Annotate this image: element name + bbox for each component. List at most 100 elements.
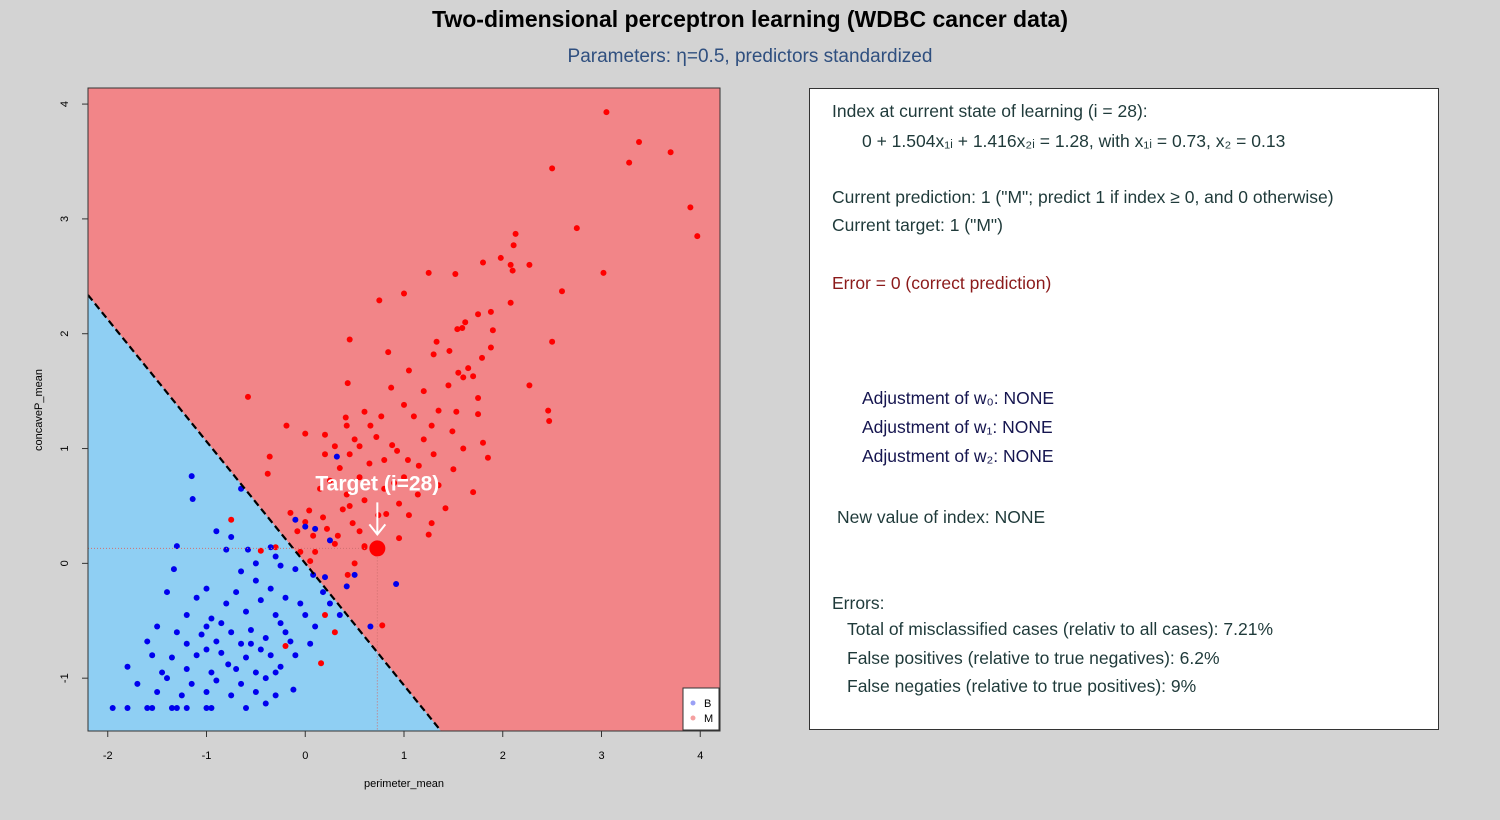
index-header: Index at current state of learning (i = … [832,101,1148,121]
current-target: Current target: 1 ("M") [832,215,1003,235]
point-m [244,393,251,400]
target-label: Target (i=28) [315,472,439,495]
point-b [302,523,309,530]
point-b [203,646,210,653]
point-m [470,373,477,380]
point-m [573,225,580,232]
target-marker [369,540,386,557]
point-b [198,631,205,638]
point-m [334,532,341,539]
point-m [266,453,273,460]
point-m [344,571,351,578]
point-b [144,705,151,712]
point-m [415,462,422,469]
point-m [282,643,289,650]
point-m [356,528,363,535]
point-m [489,327,496,334]
point-m [450,466,457,473]
point-m [526,382,533,389]
point-b [297,600,304,607]
point-m [356,443,363,450]
legend-marker-m [690,715,696,721]
point-b [333,453,340,460]
point-b [336,612,343,619]
point-b [109,705,116,712]
point-m [475,395,482,402]
point-b [164,675,170,682]
point-m [381,485,388,492]
point-b [233,665,240,672]
y-tick-label: -1 [59,673,71,683]
point-b [183,705,190,712]
point-b [149,652,156,659]
target-arrow [368,502,387,537]
point-b [257,646,264,653]
point-m [343,422,350,429]
point-m [351,436,358,443]
point-b [257,597,264,604]
point-b [322,574,328,581]
point-m [526,261,533,268]
point-m [323,525,330,532]
point-m [559,288,565,295]
point-b [247,640,254,647]
point-m [378,413,385,420]
point-b [183,612,190,619]
point-m [435,482,442,489]
point-m [545,407,552,414]
point-b [267,652,274,659]
point-m [306,507,313,514]
point-b [173,629,180,636]
point-b [267,585,274,592]
point-m [326,477,333,484]
point-b [238,640,245,647]
point-b [213,528,220,535]
point-m [667,149,674,156]
point-m [302,519,309,526]
point-m [394,447,401,454]
point-b [292,652,299,659]
point-b [367,623,374,630]
point-m [510,242,517,249]
point-b [238,568,245,575]
point-m [475,411,482,418]
point-m [344,380,351,387]
x-tick-label: 2 [500,750,506,762]
point-m [509,267,516,274]
point-b [149,705,156,712]
point-m [294,528,301,535]
point-m [470,489,477,496]
point-m [425,269,432,276]
point-m [487,308,494,315]
y-tick-label: 1 [59,445,71,451]
point-m [322,612,328,619]
errors-header: Errors: [832,593,885,613]
point-b [170,566,177,573]
point-b [326,600,333,607]
point-m [307,558,314,565]
point-b [218,620,225,627]
point-b [154,623,161,630]
point-m [479,354,486,361]
adjustment-w1: Adjustment of w₁: NONE [862,417,1053,437]
point-m [460,374,467,381]
current-prediction: Current prediction: 1 ("M"; predict 1 if… [832,187,1334,207]
point-b [262,675,269,682]
point-m [331,443,338,450]
false-positives: False positives (relative to true negati… [847,648,1220,668]
point-m [694,233,701,240]
point-m [626,159,633,166]
point-m [405,367,412,374]
point-b [277,663,284,670]
point-m [401,474,407,481]
point-b [282,629,289,636]
point-m [425,531,432,538]
point-b [312,525,319,532]
point-b [228,692,235,699]
point-m [430,451,437,458]
point-b [178,692,185,699]
x-tick-label: 3 [598,750,604,762]
point-b [343,583,350,590]
point-b [252,688,259,695]
point-m [287,509,294,516]
